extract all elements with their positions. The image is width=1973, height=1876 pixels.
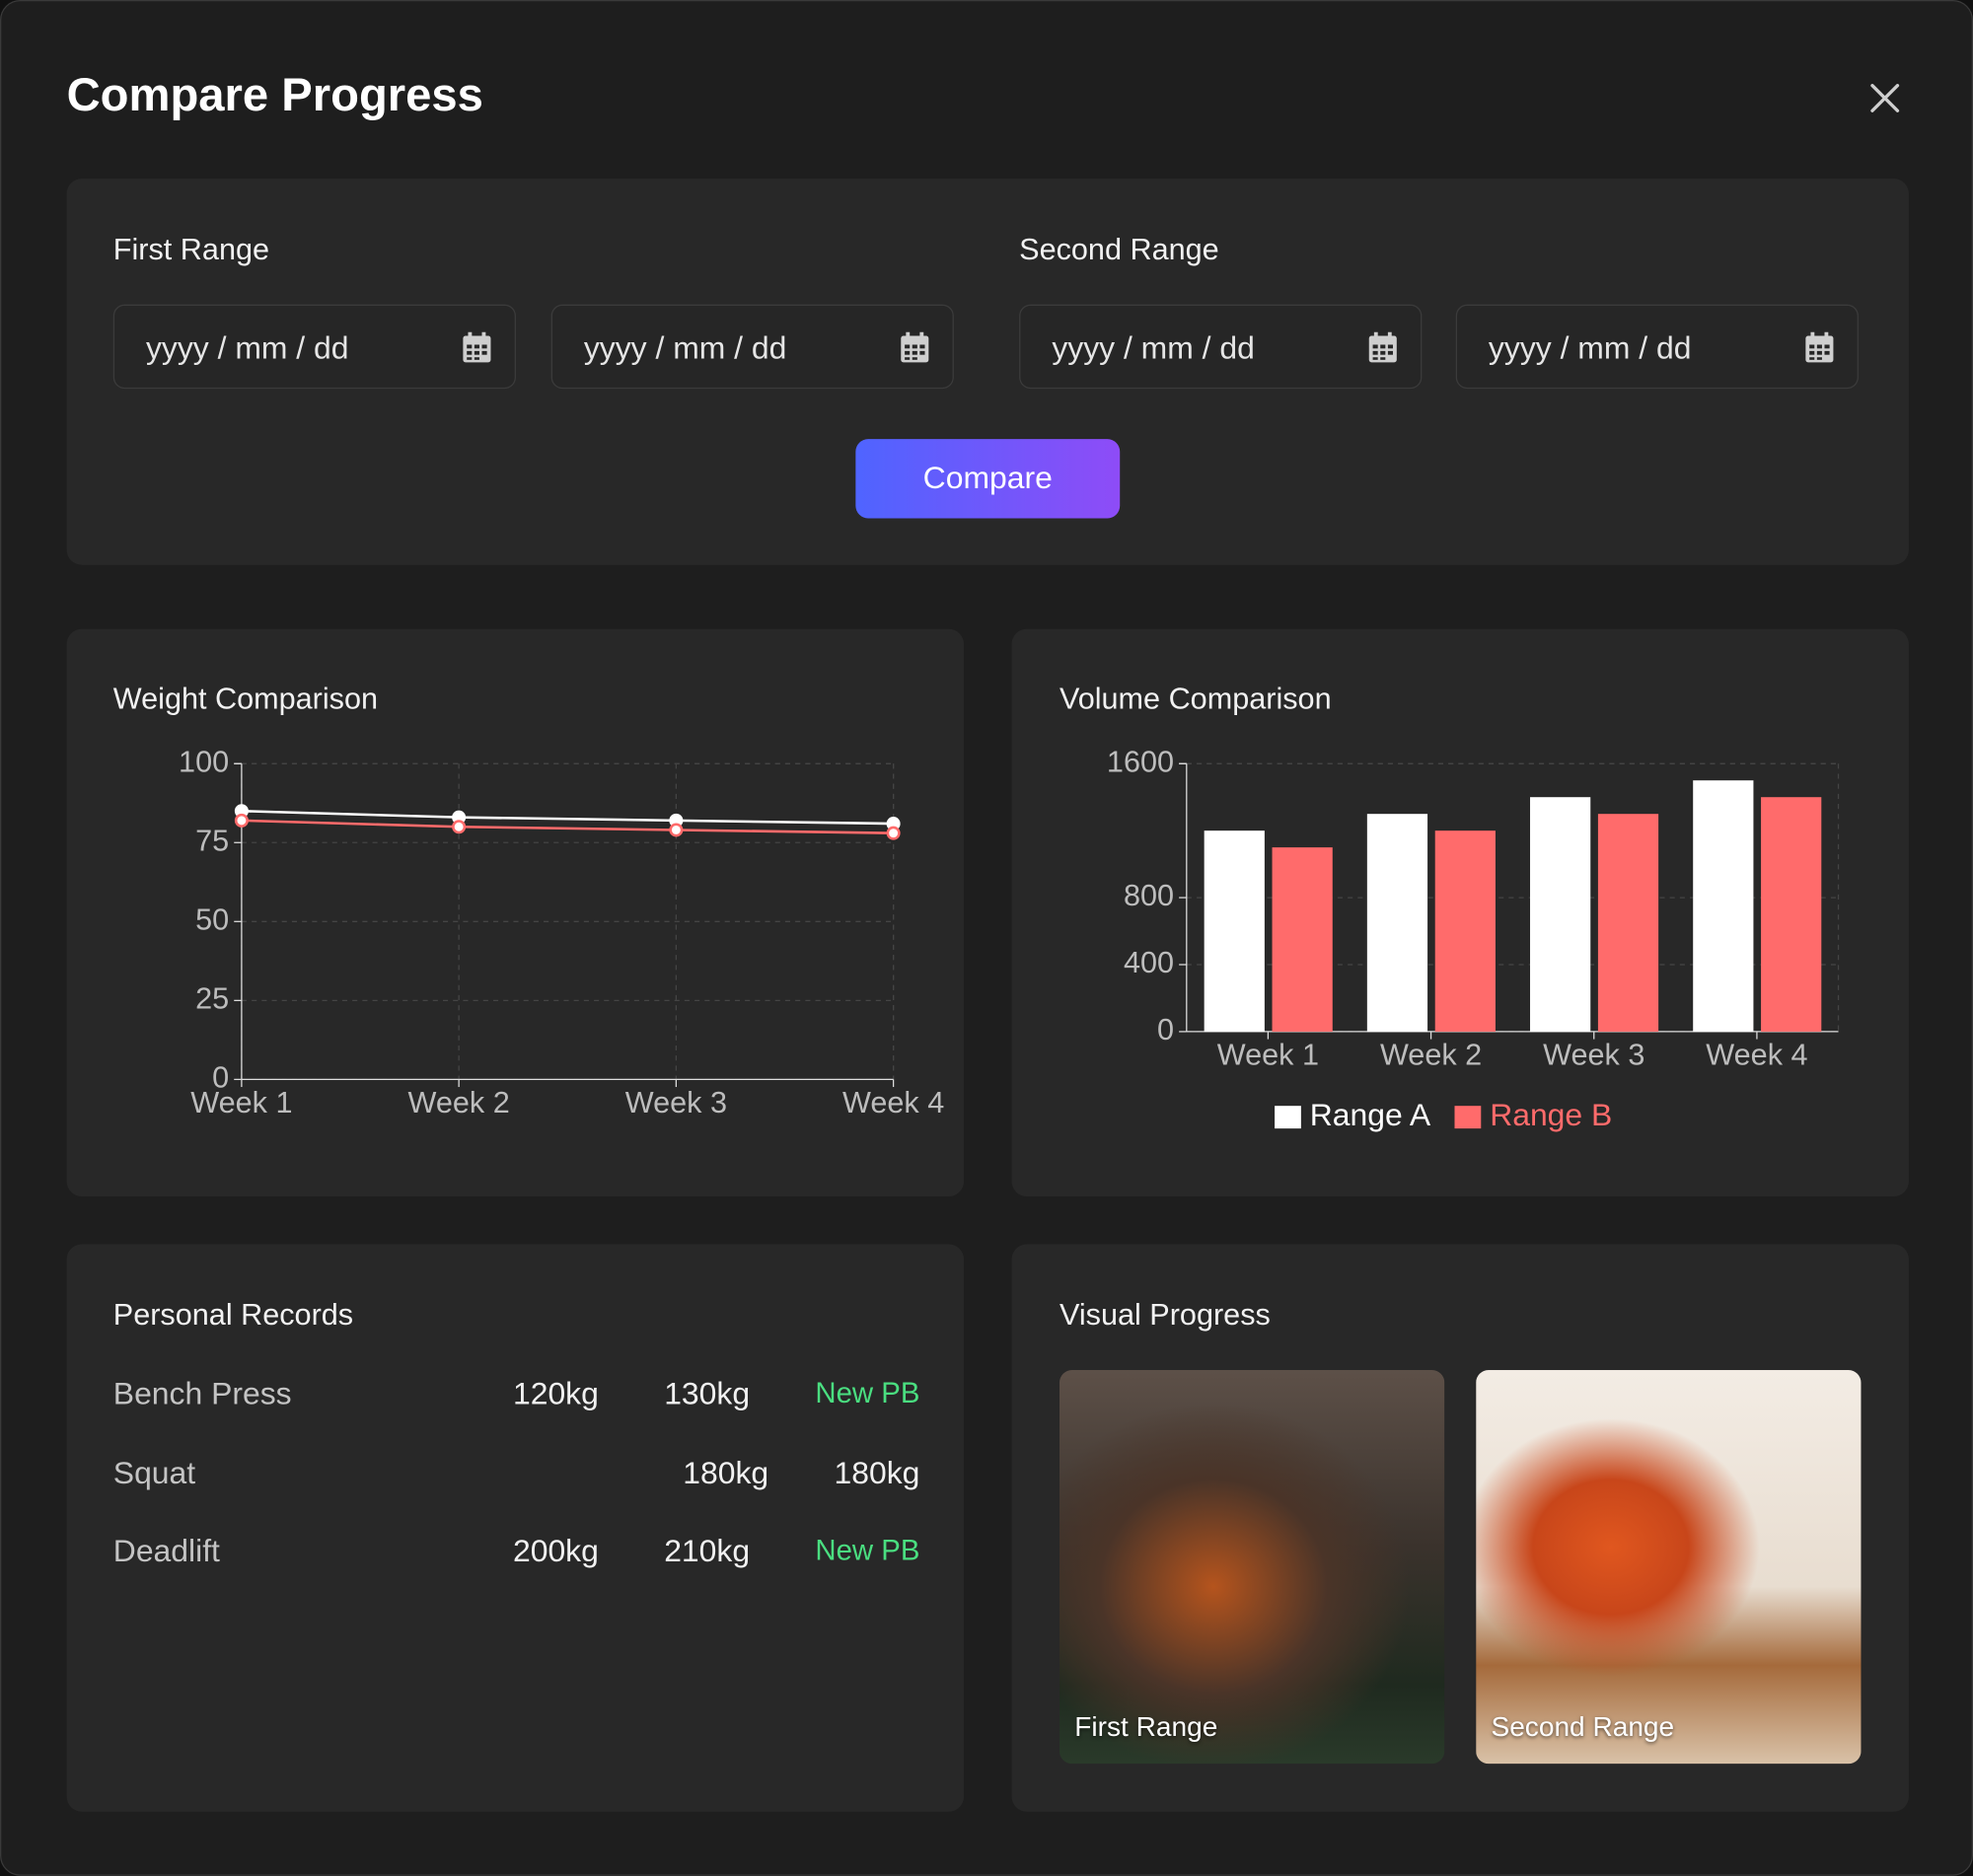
record-name: Deadlift	[112, 1533, 220, 1569]
y-tick-label: 1600	[1107, 745, 1174, 778]
x-tick-label: Week 3	[1543, 1039, 1644, 1072]
y-tick-label: 0	[212, 1060, 229, 1094]
date-input[interactable]: yyyy / mm / dd	[1019, 304, 1423, 390]
chart-title: Weight Comparison	[113, 683, 378, 716]
section-title: Personal Records	[112, 1298, 354, 1333]
bar	[1761, 797, 1822, 1032]
legend-swatch	[1454, 1106, 1482, 1129]
record-values: 120kg 130kg New PB	[513, 1376, 919, 1412]
range-label: Second Range	[1019, 232, 1219, 267]
record-name: Bench Press	[112, 1376, 292, 1412]
bar	[1434, 830, 1496, 1032]
record-cell: New PB	[815, 1533, 920, 1567]
date-input[interactable]: yyyy / mm / dd	[112, 304, 516, 390]
bar	[1530, 797, 1591, 1032]
photo-caption: Second Range	[1491, 1710, 1675, 1743]
date-input[interactable]: yyyy / mm / dd	[550, 304, 954, 390]
record-cell: 180kg	[834, 1455, 920, 1491]
series-line	[241, 819, 894, 834]
legend-swatch	[1275, 1106, 1301, 1129]
progress-photo: First Range	[1059, 1370, 1445, 1765]
series-point	[452, 820, 467, 834]
section-title: Visual Progress	[1059, 1298, 1271, 1333]
calendar-icon	[1368, 331, 1397, 363]
record-values: 200kg 210kg New PB	[513, 1534, 919, 1570]
x-tick-label: Week 2	[1380, 1039, 1482, 1072]
date-placeholder: yyyy / mm / dd	[1052, 330, 1255, 367]
date-input[interactable]: yyyy / mm / dd	[1455, 304, 1859, 390]
x-tick-label: Week 4	[1706, 1039, 1807, 1072]
y-tick-label: 0	[1157, 1013, 1174, 1046]
record-cell: 210kg	[664, 1533, 751, 1569]
calendar-icon	[901, 331, 929, 363]
series-point	[669, 823, 684, 837]
record-cell: 130kg	[664, 1376, 751, 1412]
bar	[1693, 780, 1754, 1032]
date-placeholder: yyyy / mm / dd	[145, 330, 349, 367]
compare-button[interactable]: Compare	[855, 439, 1121, 519]
y-tick-label: 50	[195, 902, 229, 936]
x-tick-label: Week 4	[842, 1086, 944, 1119]
modal-title: Compare Progress	[66, 69, 483, 121]
y-tick-label: 100	[179, 745, 229, 778]
record-cell: 120kg	[512, 1376, 599, 1412]
calendar-icon	[1805, 331, 1834, 363]
records-card	[66, 1244, 965, 1812]
series-point	[886, 826, 901, 840]
photo-caption: First Range	[1074, 1710, 1218, 1743]
legend-label: Range B	[1490, 1097, 1612, 1132]
x-tick-label: Week 1	[190, 1086, 292, 1119]
series-point	[234, 813, 249, 828]
bar	[1597, 814, 1659, 1032]
range-label: First Range	[112, 232, 270, 267]
y-tick-label: 400	[1124, 946, 1174, 979]
bar	[1366, 814, 1428, 1032]
bar	[1204, 830, 1265, 1032]
record-cell: 200kg	[512, 1533, 599, 1569]
chart-title: Volume Comparison	[1060, 683, 1332, 716]
bar	[1272, 847, 1333, 1032]
record-cell: 180kg	[683, 1455, 769, 1491]
progress-photo: Second Range	[1476, 1370, 1862, 1765]
weight-card	[66, 628, 965, 1197]
calendar-icon	[463, 331, 491, 363]
series-line	[241, 809, 894, 826]
y-tick-label: 800	[1124, 879, 1174, 912]
close-button[interactable]	[1868, 82, 1901, 114]
x-tick-label: Week 1	[1217, 1039, 1319, 1072]
date-placeholder: yyyy / mm / dd	[1488, 330, 1692, 367]
record-cell: New PB	[815, 1376, 920, 1409]
legend-label: Range A	[1310, 1097, 1431, 1132]
y-tick-label: 25	[195, 981, 229, 1015]
record-name: Squat	[112, 1455, 196, 1491]
y-tick-label: 75	[195, 824, 229, 857]
x-tick-label: Week 3	[625, 1086, 727, 1119]
x-tick-label: Week 2	[408, 1086, 510, 1119]
date-placeholder: yyyy / mm / dd	[583, 330, 787, 367]
record-values: 180kg 180kg	[683, 1456, 919, 1492]
